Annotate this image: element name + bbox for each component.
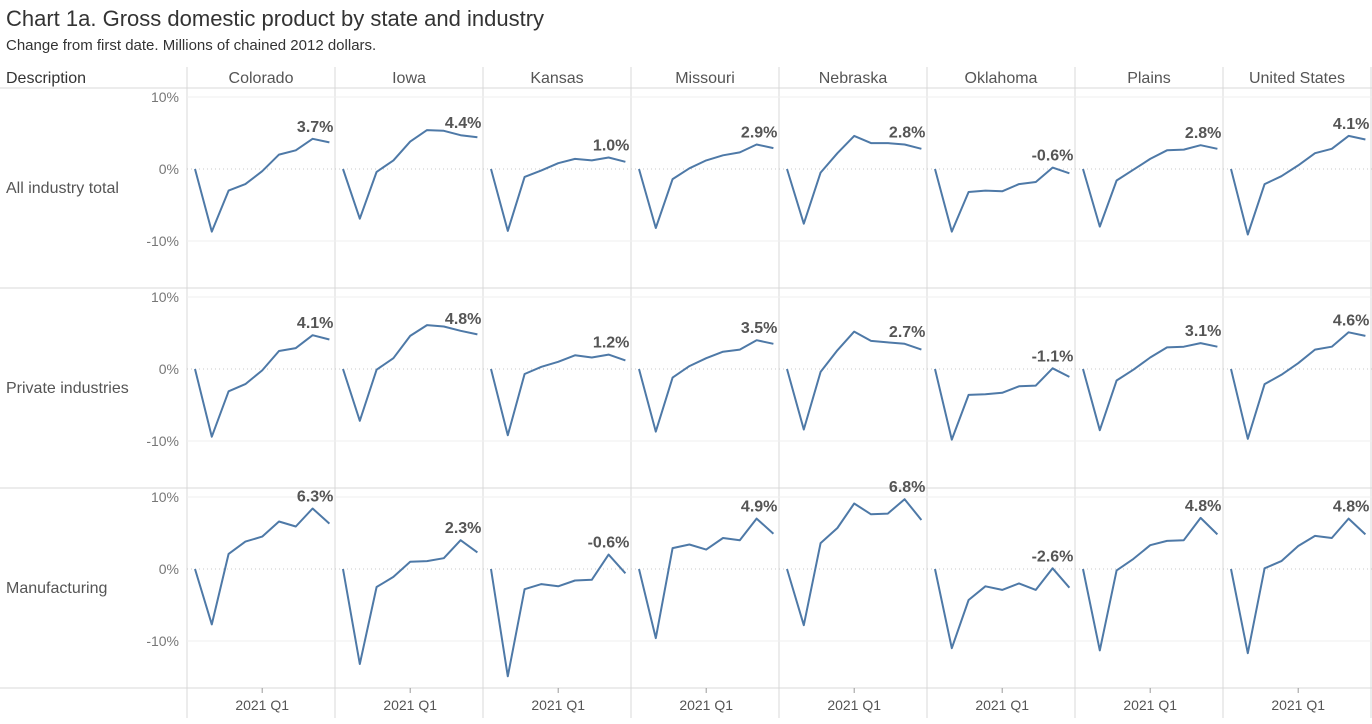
x-tick-label: 2021 Q1 (975, 697, 1029, 713)
x-tick-label: 2021 Q1 (679, 697, 733, 713)
end-value-label: 6.3% (297, 489, 333, 506)
series-line (934, 567, 1071, 650)
end-value-label: 4.1% (1333, 116, 1369, 133)
end-value-label: 4.9% (741, 499, 777, 516)
end-value-label: 4.8% (1185, 498, 1221, 515)
series-line (1230, 517, 1367, 655)
column-header: Iowa (392, 70, 426, 87)
chart-subtitle: Change from first date. Millions of chai… (6, 37, 377, 54)
column-header: Colorado (229, 70, 294, 87)
end-value-label: 6.8% (889, 479, 925, 496)
series-line (194, 137, 330, 233)
end-value-label: -0.6% (1032, 148, 1074, 165)
column-header: Missouri (675, 70, 735, 87)
series-line (786, 330, 922, 431)
end-value-label: -2.6% (1032, 548, 1074, 565)
y-tick-label: 0% (159, 561, 179, 577)
y-tick-label: 0% (159, 161, 179, 177)
end-value-label: 4.8% (1333, 499, 1369, 516)
y-tick-label: -10% (146, 433, 179, 449)
column-header: Oklahoma (965, 70, 1038, 87)
end-value-label: 4.1% (297, 315, 333, 332)
series-line (934, 166, 1070, 233)
y-tick-label: 10% (151, 289, 179, 305)
y-tick-label: -10% (146, 633, 179, 649)
end-value-label: 3.5% (741, 320, 777, 337)
end-value-label: 4.8% (445, 311, 481, 328)
column-header: Nebraska (819, 70, 888, 87)
end-value-label: 4.4% (445, 115, 481, 132)
series-line (342, 129, 478, 220)
row-label: Manufacturing (6, 580, 107, 597)
end-value-label: 2.8% (1185, 125, 1221, 142)
series-line (1082, 342, 1218, 432)
end-value-label: 3.1% (1185, 323, 1221, 340)
end-value-label: 2.9% (741, 125, 777, 142)
chart-title: Chart 1a. Gross domestic product by stat… (6, 6, 545, 31)
series-line (490, 353, 626, 437)
x-tick-label: 2021 Q1 (383, 697, 437, 713)
x-tick-label: 2021 Q1 (1123, 697, 1177, 713)
end-value-label: 2.3% (445, 520, 481, 537)
series-line (638, 517, 775, 640)
row-label: Private industries (6, 380, 129, 397)
end-value-label: -0.6% (588, 535, 630, 552)
end-value-label: 4.6% (1333, 312, 1369, 329)
series-line (1230, 331, 1366, 440)
series-line (1082, 516, 1219, 652)
y-tick-label: 10% (151, 489, 179, 505)
end-value-label: 2.7% (889, 324, 925, 341)
series-line (638, 339, 774, 433)
x-tick-label: 2021 Q1 (235, 697, 289, 713)
series-line (490, 156, 626, 232)
row-header-label: Description (6, 70, 86, 87)
column-header: Plains (1127, 70, 1171, 87)
column-header: United States (1249, 70, 1345, 87)
y-tick-label: -10% (146, 233, 179, 249)
series-line (1082, 144, 1218, 228)
end-value-label: 1.0% (593, 137, 629, 154)
x-tick-label: 2021 Q1 (1271, 697, 1325, 713)
series-line (1230, 134, 1366, 236)
series-line (194, 334, 330, 438)
end-value-label: 1.2% (593, 335, 629, 352)
row-label: All industry total (6, 180, 119, 197)
series-line (786, 498, 923, 627)
end-value-label: 3.7% (297, 119, 333, 136)
x-tick-label: 2021 Q1 (827, 697, 881, 713)
series-line (342, 324, 478, 422)
series-line (342, 539, 478, 665)
series-line (490, 553, 627, 678)
x-tick-label: 2021 Q1 (531, 697, 585, 713)
end-value-label: -1.1% (1032, 348, 1074, 365)
series-line (638, 143, 774, 229)
y-tick-label: 10% (151, 89, 179, 105)
series-line (934, 367, 1070, 441)
series-line (786, 134, 922, 225)
y-tick-label: 0% (159, 361, 179, 377)
end-value-label: 2.8% (889, 125, 925, 142)
column-header: Kansas (530, 70, 583, 87)
series-line (194, 507, 331, 626)
